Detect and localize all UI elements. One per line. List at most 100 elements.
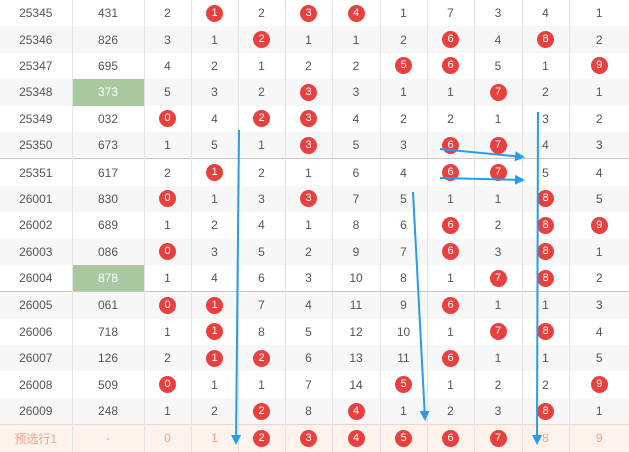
digit-cell: 4	[521, 131, 569, 159]
preselect-digit[interactable]: 1	[190, 424, 238, 452]
digit-cell: 1	[190, 371, 238, 398]
digit-cell: 5	[379, 371, 427, 398]
table-row: 25345 431 2 1 2 3 4 1 7 3 4 1	[0, 0, 629, 27]
digit-cell: 1	[190, 345, 238, 372]
hit-ball: 6	[442, 31, 459, 49]
issue-number: 25345	[0, 0, 72, 27]
hit-ball: 6	[442, 164, 459, 182]
preselect-digit[interactable]: 2	[237, 424, 285, 452]
digit-cell: 2	[237, 158, 285, 186]
preselect-digit[interactable]: 0	[143, 424, 191, 452]
preselect-digit[interactable]: 6	[426, 424, 474, 452]
hit-ball: 7	[489, 136, 507, 154]
table-row: 25349 032 0 4 2 3 4 2 2 1 3 2	[0, 105, 629, 132]
digit-cell: 8	[379, 264, 427, 292]
digit-cell: 14	[331, 371, 380, 398]
digit-cell: 9	[568, 371, 629, 398]
preselect-digit[interactable]: 8	[521, 424, 569, 452]
preselect-digit[interactable]: 3	[284, 424, 332, 452]
table-row: 26002 689 1 2 4 1 8 6 6 2 8 9	[0, 212, 629, 239]
hit-ball: 8	[537, 190, 554, 208]
digit-cell: 3	[284, 264, 332, 292]
digit-cell: 5	[331, 131, 380, 159]
digit-cell: 2	[237, 0, 285, 27]
issue-number: 25350	[0, 131, 72, 159]
digit-cell: 2	[379, 26, 427, 53]
digit-cell: 13	[331, 345, 380, 372]
hit-ball: 7	[489, 83, 507, 101]
issue-number: 25346	[0, 26, 72, 53]
digit-cell: 1	[237, 131, 285, 159]
digit-cell: 6	[426, 212, 474, 239]
digit-cell: 2	[568, 264, 629, 292]
digit-cell: 9	[379, 291, 427, 319]
digit-cell: 1	[568, 79, 629, 106]
digit-cell: 5	[284, 318, 332, 346]
table-row: 25350 673 1 5 1 3 5 3 6 7 4 3	[0, 131, 629, 159]
digit-cell: 1	[473, 185, 522, 213]
digit-cell: 2	[568, 105, 629, 132]
digit-cell: 3	[284, 105, 332, 132]
draw-number: 830	[71, 185, 144, 213]
preselect-digit[interactable]: 4	[331, 424, 380, 452]
preselect-digit[interactable]: 7	[473, 424, 522, 452]
digit-cell: 1	[568, 397, 629, 425]
digit-cell: 2	[237, 397, 285, 425]
digit-cell: 2	[426, 397, 474, 425]
preselect-digit[interactable]: 9	[568, 424, 629, 452]
digit-cell: 2	[237, 105, 285, 132]
hit-ball: 3	[300, 190, 317, 208]
digit-cell: 5	[521, 158, 569, 186]
hit-ball: 6	[442, 349, 459, 367]
draw-number: 878	[71, 264, 144, 292]
digit-cell: 8	[521, 318, 569, 346]
digit-cell: 4	[331, 0, 380, 27]
hit-ball: 7	[489, 164, 507, 182]
digit-cell: 3	[190, 238, 238, 265]
digit-cell: 1	[379, 0, 427, 27]
digit-cell: 4	[143, 52, 191, 80]
digit-cell: 3	[284, 185, 332, 213]
digit-cell: 8	[521, 212, 569, 239]
digit-cell: 5	[190, 131, 238, 159]
digit-cell: 1	[237, 371, 285, 398]
digit-cell: 2	[143, 158, 191, 186]
digit-cell: 2	[331, 52, 380, 80]
issue-number: 26003	[0, 238, 72, 265]
table-row: 26003 086 0 3 5 2 9 7 6 3 8 1	[0, 238, 629, 265]
digit-cell: 1	[473, 345, 522, 372]
digit-cell: 1	[331, 26, 380, 53]
hit-ball: 1	[206, 164, 223, 182]
draw-number: 126	[71, 345, 144, 372]
issue-number: 26001	[0, 185, 72, 213]
digit-cell: 7	[473, 264, 522, 292]
digit-cell: 1	[190, 158, 238, 186]
digit-cell: 3	[521, 105, 569, 132]
hit-ball: 4	[347, 402, 365, 420]
digit-cell: 1	[426, 185, 474, 213]
digit-cell: 6	[284, 345, 332, 372]
digit-cell: 1	[568, 238, 629, 265]
hit-ball: 0	[159, 296, 176, 314]
draw-number: 617	[71, 158, 144, 186]
table-row: 25348 373 5 3 2 3 3 1 1 7 2 1	[0, 79, 629, 106]
digit-cell: 1	[426, 264, 474, 292]
hit-ball: 8	[537, 243, 554, 261]
digit-cell: 8	[521, 264, 569, 292]
preselect-digit[interactable]: 5	[379, 424, 427, 452]
issue-number: 26004	[0, 264, 72, 292]
hit-ball: 2	[253, 429, 270, 447]
table-row: 25346 826 3 1 2 1 1 2 6 4 8 2	[0, 26, 629, 53]
hit-ball: 3	[300, 4, 317, 22]
draw-number: 373	[71, 79, 144, 106]
digit-cell: 2	[473, 371, 522, 398]
table-row: 26007 126 2 1 2 6 13 11 6 1 1 5	[0, 345, 629, 372]
digit-cell: 1	[143, 264, 191, 292]
digit-cell: 8	[521, 185, 569, 213]
digit-cell: 9	[331, 238, 380, 265]
table-row: 25351 617 2 1 2 1 6 4 6 7 5 4	[0, 158, 629, 186]
hit-ball: 8	[537, 402, 554, 420]
preselect-row[interactable]: 预选行1-0 1 2 3 4 5 6 7 8 9	[0, 424, 629, 452]
issue-number: 25349	[0, 105, 72, 132]
digit-cell: 7	[331, 185, 380, 213]
